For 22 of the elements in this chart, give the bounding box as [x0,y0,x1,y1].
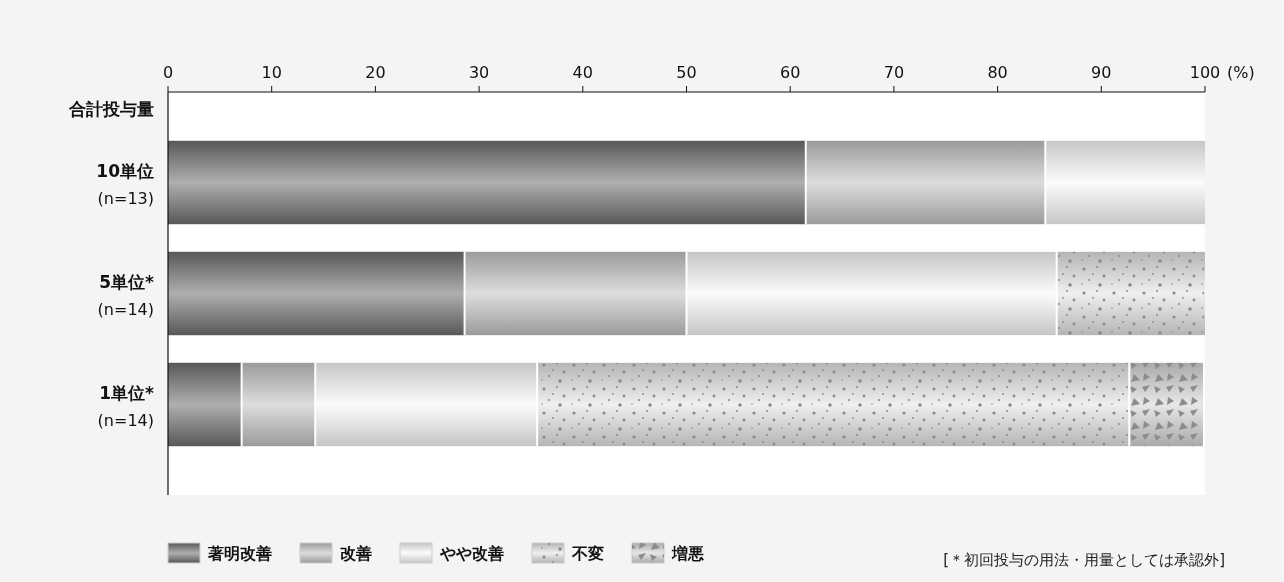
legend-label: 著明改善 [207,544,272,563]
x-tick-label: 70 [883,63,905,82]
x-tick-label: 40 [572,63,593,82]
x-tick-label: 20 [365,63,386,82]
x-tick-label: 80 [987,63,1008,82]
x-tick-label: 0 [162,63,174,82]
y-tick-label: 1単位* (n=14) [97,382,155,430]
legend-label: 増悪 [671,544,704,563]
legend-label: やや改善 [439,544,504,563]
x-axis-title: (%) [1227,63,1255,82]
legend-label: 改善 [340,544,372,563]
x-tick-label: 100 [1189,63,1221,82]
x-tick-label: 90 [1091,63,1112,82]
x-tick-label: 10 [261,63,282,82]
legend-label: 不変 [571,544,604,563]
x-tick-label: 50 [676,63,697,82]
x-tick-label: 60 [780,63,801,82]
y-tick-label: 10単位 (n=13) [96,160,154,208]
y-axis-title: 合計投与量 [68,99,154,119]
x-tick-label: 30 [468,63,490,82]
text: [＊初回投与の用法・用量としては承認外] [943,551,1225,569]
y-tick-label: 5単位* (n=14) [97,271,155,319]
